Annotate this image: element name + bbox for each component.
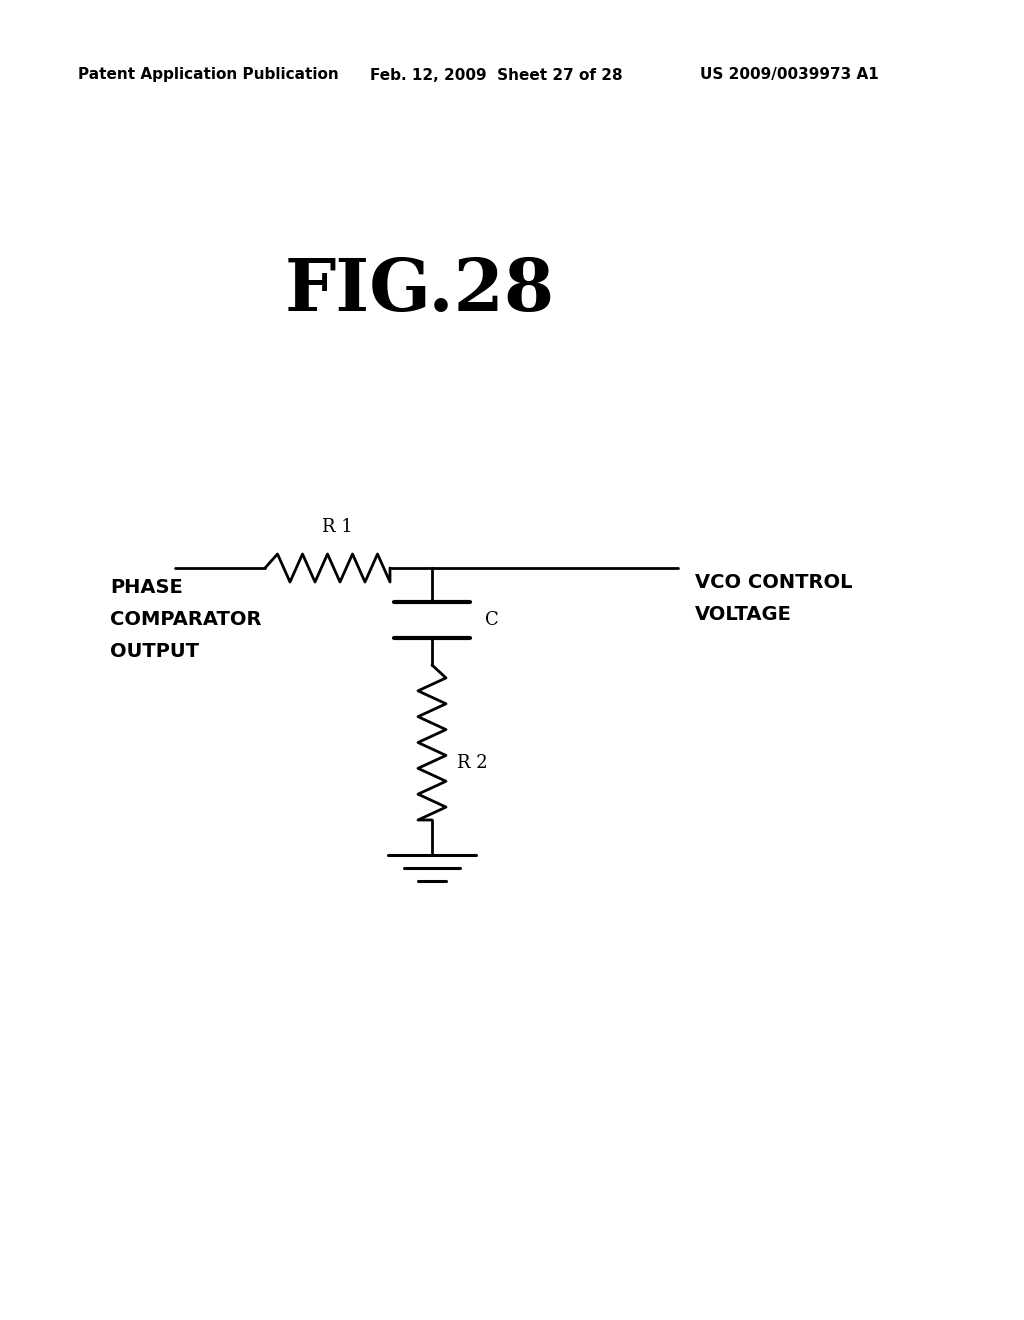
Text: FIG.28: FIG.28 [285, 255, 555, 326]
Text: R 2: R 2 [457, 754, 487, 771]
Text: VCO CONTROL: VCO CONTROL [695, 573, 853, 591]
Text: US 2009/0039973 A1: US 2009/0039973 A1 [700, 67, 879, 82]
Text: COMPARATOR: COMPARATOR [110, 610, 261, 630]
Text: Feb. 12, 2009  Sheet 27 of 28: Feb. 12, 2009 Sheet 27 of 28 [370, 67, 623, 82]
Text: PHASE: PHASE [110, 578, 182, 597]
Text: Patent Application Publication: Patent Application Publication [78, 67, 339, 82]
Text: R 1: R 1 [323, 517, 353, 536]
Text: VOLTAGE: VOLTAGE [695, 605, 792, 624]
Text: C: C [485, 611, 499, 630]
Text: OUTPUT: OUTPUT [110, 642, 199, 661]
